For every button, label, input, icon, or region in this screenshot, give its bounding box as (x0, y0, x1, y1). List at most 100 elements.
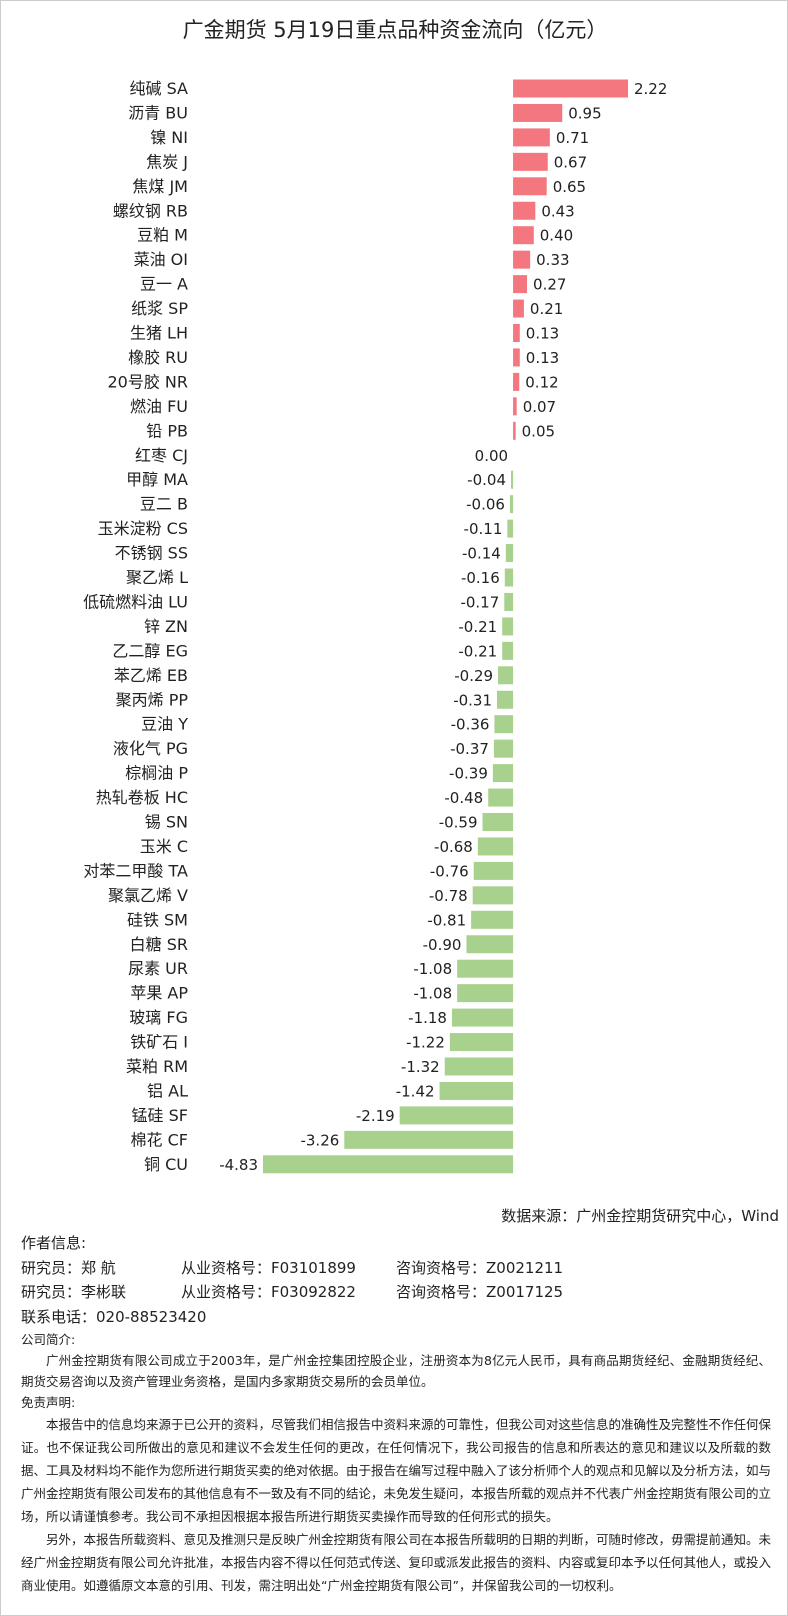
category-label: 纸浆 SP (131, 299, 188, 318)
bar (513, 275, 528, 294)
value-label: -0.21 (458, 618, 497, 636)
category-label: 不锈钢 SS (115, 544, 188, 563)
category-label: 焦煤 JM (132, 177, 188, 196)
bar (471, 910, 514, 929)
category-label: 聚乙烯 L (126, 568, 188, 587)
category-label: 纯碱 SA (130, 79, 189, 98)
value-label: -0.39 (449, 765, 488, 783)
category-label: 铜 CU (144, 1155, 188, 1174)
bar (466, 935, 514, 954)
qualification: 从业资格号：F03092822 (181, 1283, 356, 1301)
disclaimer-text: 另外，本报告所载资料、意见及推测只是反映广州金控期货有限公司在本报告所载明的日期… (21, 1532, 772, 1593)
value-label: -1.22 (406, 1034, 445, 1052)
qualification: 从业资格号：F03101899 (181, 1258, 356, 1277)
value-label: -0.81 (427, 911, 466, 929)
value-label: -0.21 (458, 642, 497, 660)
value-label: 0.33 (536, 251, 569, 269)
category-label: 棕榈油 P (125, 764, 188, 783)
value-label: 0.13 (526, 349, 559, 367)
bar (513, 348, 520, 367)
intro-heading: 公司简介: (21, 1332, 76, 1347)
value-label: -0.14 (462, 545, 501, 563)
category-label: 对苯二甲酸 TA (83, 861, 188, 880)
source: 数据来源：广州金控期货研究中心，Wind (501, 1207, 779, 1225)
bar (504, 568, 514, 587)
category-label: 苹果 AP (130, 984, 188, 1003)
value-label: 0.05 (522, 422, 555, 440)
bar (513, 397, 517, 416)
bar (451, 1008, 514, 1027)
category-label: 甲醇 MA (126, 470, 188, 489)
bar (504, 592, 514, 611)
category-label: 玻璃 FG (129, 1008, 188, 1027)
bar (344, 1130, 514, 1149)
category-label: 低硫燃料油 LU (83, 592, 188, 611)
bar (513, 324, 520, 342)
value-label: -0.11 (464, 520, 503, 538)
bar (449, 1033, 514, 1052)
category-label: 锰硅 SF (132, 1106, 188, 1125)
bar (457, 959, 514, 978)
bar (510, 470, 514, 489)
chart-title: 广金期货 5月19日重点品种资金流向（亿元） (183, 18, 608, 42)
value-label: 0.21 (530, 300, 563, 318)
value-label: 2.22 (634, 80, 667, 98)
bar (513, 250, 531, 269)
researcher: 研究员：李彬联 从业资格号：F03092822 咨询资格号：Z0017125 (21, 1280, 771, 1305)
value-label: -0.04 (467, 471, 506, 489)
category-label: 聚氯乙烯 V (108, 886, 188, 905)
category-label: 聚丙烯 PP (116, 690, 189, 709)
bar (507, 519, 514, 538)
value-label: -0.48 (444, 789, 483, 807)
value-label: -0.59 (439, 814, 478, 832)
category-label: 橡胶 RU (128, 348, 188, 367)
value-label: -0.36 (451, 716, 490, 734)
bar (513, 421, 516, 440)
bar (399, 1106, 514, 1125)
value-label: -0.29 (454, 667, 493, 685)
value-label: 0.95 (568, 104, 601, 122)
value-label: 0.71 (556, 129, 589, 147)
bar (513, 79, 628, 98)
category-label: 铝 AL (147, 1081, 188, 1100)
category-label: 豆粕 M (137, 226, 188, 245)
bar (493, 739, 514, 758)
value-label: -0.31 (453, 691, 492, 709)
consulting: 咨询资格号：Z0017125 (396, 1283, 564, 1301)
category-label: 菜油 OI (134, 250, 188, 269)
phone: 联系电话：020-88523420 (21, 1307, 207, 1326)
bar (494, 715, 514, 734)
intro-text: 广州金控期货有限公司成立于2003年，是广州金控集团控股企业，注册资本为8亿元人… (21, 1353, 771, 1389)
disclaimer-text: 本报告中的信息均来源于已公开的资料，尽管我们相信报告中资料来源的可靠性，但我公司… (21, 1417, 772, 1524)
category-label: 沥青 BU (128, 103, 188, 122)
value-label: 0.07 (523, 398, 556, 416)
value-label: 0.65 (553, 178, 586, 196)
bar (509, 495, 514, 514)
category-label: 棉花 CF (131, 1130, 188, 1149)
category-label: 液化气 PG (113, 739, 188, 758)
value-label: -0.78 (429, 887, 468, 905)
author-heading: 作者信息: (21, 1234, 87, 1252)
bar (263, 1155, 514, 1174)
category-label: 白糖 SR (130, 935, 188, 954)
category-label: 玉米淀粉 CS (98, 519, 188, 538)
bar (513, 299, 524, 318)
category-label: 生猪 LH (130, 324, 188, 343)
bar (502, 641, 514, 660)
category-label: 锡 SN (145, 813, 188, 832)
category-label: 菜粕 RM (126, 1057, 188, 1076)
value-label: -4.83 (219, 1156, 258, 1174)
category-label: 乙二醇 EG (112, 641, 188, 660)
category-label: 豆一 A (140, 275, 188, 294)
bar (513, 226, 534, 245)
value-label: -0.90 (423, 936, 462, 954)
category-label: 苯乙烯 EB (114, 666, 188, 685)
category-label: 螺纹钢 RB (113, 201, 188, 220)
bar (497, 690, 514, 709)
bar (439, 1081, 514, 1100)
category-label: 热轧卷板 HC (96, 788, 188, 807)
value-label: 0.27 (533, 276, 566, 294)
value-label: -1.08 (413, 960, 452, 978)
bar (482, 813, 514, 831)
